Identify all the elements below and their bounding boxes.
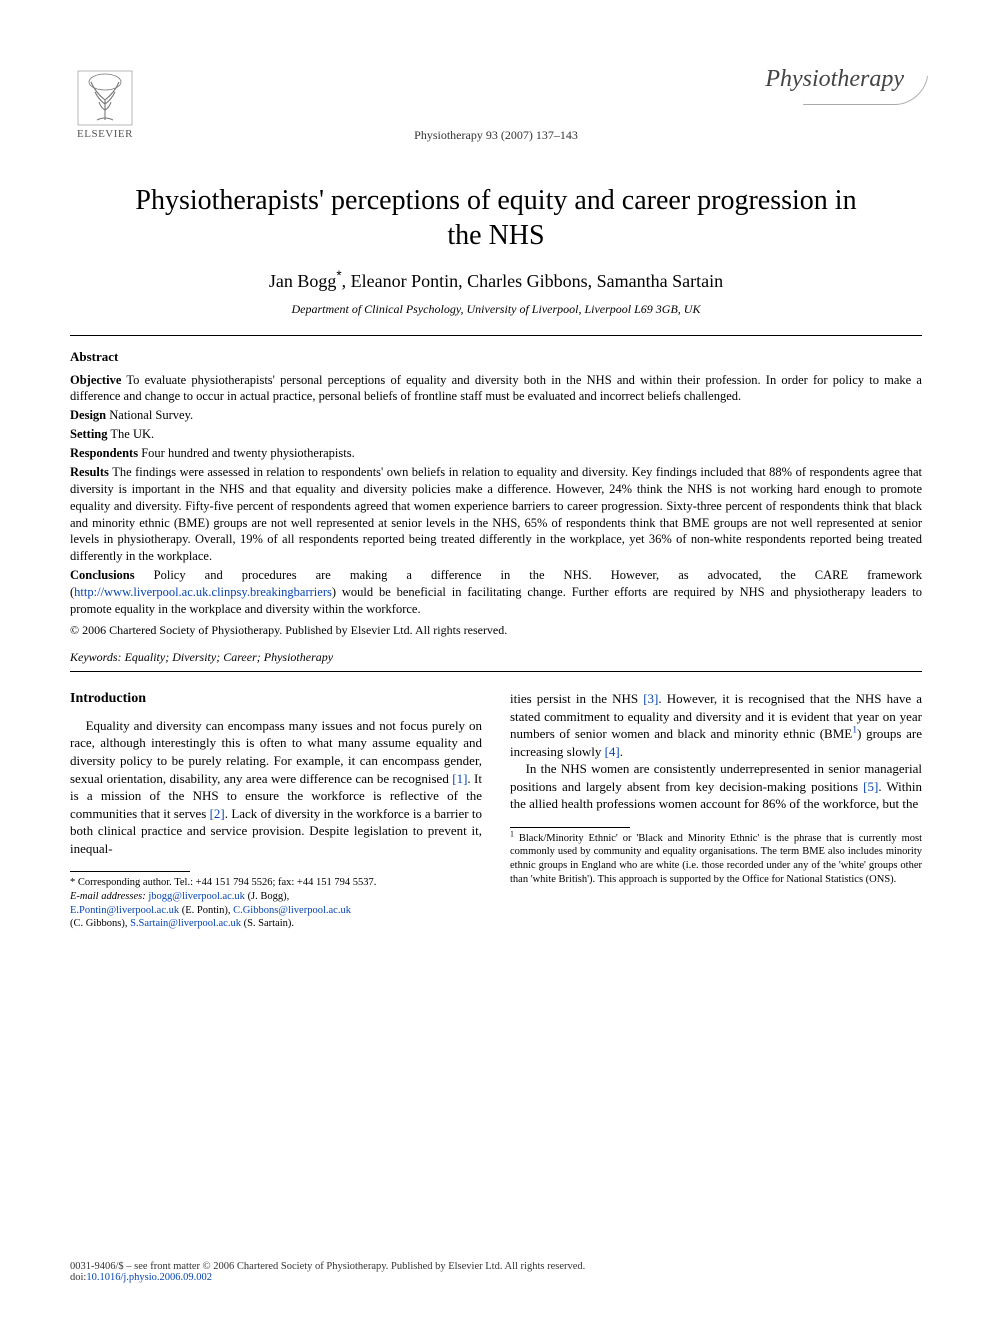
elsevier-tree-icon	[77, 70, 133, 126]
abs-label-respondents: Respondents	[70, 446, 138, 460]
footnote-1-text: Black/Minority Ethnic' or 'Black and Min…	[510, 833, 922, 885]
column-left: Introduction Equality and diversity can …	[70, 690, 482, 931]
abstract-design: Design National Survey.	[70, 407, 922, 424]
footnote-separator-right	[510, 827, 630, 828]
rule-top	[70, 335, 922, 336]
abstract-objective: Objective To evaluate physiotherapists' …	[70, 372, 922, 406]
keywords-label: Keywords:	[70, 650, 122, 664]
email-link-3[interactable]: S.Sartain@liverpool.ac.uk	[130, 918, 241, 929]
email-who-0: (J. Bogg),	[245, 891, 289, 902]
rule-bottom	[70, 671, 922, 672]
cite-ref-3[interactable]: [3]	[643, 691, 658, 706]
doi-link[interactable]: 10.1016/j.physio.2006.09.002	[86, 1272, 212, 1283]
abstract-results: Results The findings were assessed in re…	[70, 464, 922, 565]
email-who-2: (C. Gibbons),	[70, 918, 130, 929]
abstract-conclusions: Conclusions Policy and procedures are ma…	[70, 567, 922, 618]
publisher-name: ELSEVIER	[77, 128, 133, 140]
col2-text-a: ities persist in the NHS	[510, 691, 643, 706]
cite-ref-4[interactable]: [4]	[605, 744, 620, 759]
abs-label-results: Results	[70, 465, 109, 479]
footnotes-right: 1 Black/Minority Ethnic' or 'Black and M…	[510, 832, 922, 887]
journal-citation: Physiotherapy 93 (2007) 137–143	[70, 128, 922, 143]
intro-para-1: Equality and diversity can encompass man…	[70, 717, 482, 857]
abs-text-respondents: Four hundred and twenty physiotherapists…	[141, 446, 355, 460]
journal-brand: Physiotherapy	[759, 60, 922, 99]
cite-ref-2[interactable]: [2]	[210, 806, 225, 821]
footnotes-left: * Corresponding author. Tel.: +44 151 79…	[70, 876, 482, 931]
email-who-1: (E. Pontin),	[179, 905, 233, 916]
column-right: ities persist in the NHS [3]. However, i…	[510, 690, 922, 931]
col2-p2-a: In the NHS women are consistently underr…	[510, 761, 922, 794]
cite-ref-5[interactable]: [5]	[863, 779, 878, 794]
abstract-block: Abstract Objective To evaluate physiothe…	[70, 348, 922, 638]
abstract-setting: Setting The UK.	[70, 426, 922, 443]
article-title: Physiotherapists' perceptions of equity …	[130, 183, 862, 253]
intro-para-1-cont: ities persist in the NHS [3]. However, i…	[510, 690, 922, 760]
doi-label: doi:	[70, 1272, 86, 1283]
footer-copyright: 0031-9406/$ – see front matter © 2006 Ch…	[70, 1261, 922, 1272]
author-names: Jan Bogg*, Eleanor Pontin, Charles Gibbo…	[269, 271, 723, 291]
abstract-respondents: Respondents Four hundred and twenty phys…	[70, 445, 922, 462]
email-link-2[interactable]: C.Gibbons@liverpool.ac.uk	[233, 905, 351, 916]
intro-para-2: In the NHS women are consistently underr…	[510, 760, 922, 813]
abs-text-design: National Survey.	[109, 408, 193, 422]
abs-text-setting: The UK.	[110, 427, 154, 441]
affiliation: Department of Clinical Psychology, Unive…	[70, 302, 922, 317]
page-footer: 0031-9406/$ – see front matter © 2006 Ch…	[70, 1261, 922, 1283]
corresponding-author: * Corresponding author. Tel.: +44 151 79…	[70, 876, 482, 890]
email-label: E-mail addresses:	[70, 891, 146, 902]
abstract-copyright: © 2006 Chartered Society of Physiotherap…	[70, 622, 922, 638]
cite-ref-1[interactable]: [1]	[452, 771, 467, 786]
abs-label-objective: Objective	[70, 373, 121, 387]
intro-text-a: Equality and diversity can encompass man…	[70, 718, 482, 786]
keywords-line: Keywords: Equality; Diversity; Career; P…	[70, 650, 922, 665]
email-addresses: E-mail addresses: jbogg@liverpool.ac.uk …	[70, 890, 482, 931]
footer-doi: doi:10.1016/j.physio.2006.09.002	[70, 1272, 922, 1283]
authors-line: Jan Bogg*, Eleanor Pontin, Charles Gibbo…	[70, 271, 922, 292]
email-link-1[interactable]: E.Pontin@liverpool.ac.uk	[70, 905, 179, 916]
intro-heading: Introduction	[70, 690, 482, 709]
abs-label-setting: Setting	[70, 427, 108, 441]
email-who-3: (S. Sartain).	[241, 918, 294, 929]
body-columns: Introduction Equality and diversity can …	[70, 690, 922, 931]
abs-label-conclusions: Conclusions	[70, 568, 135, 582]
abstract-heading: Abstract	[70, 348, 922, 366]
email-link-0[interactable]: jbogg@liverpool.ac.uk	[148, 891, 245, 902]
abs-label-design: Design	[70, 408, 106, 422]
publisher-logo: ELSEVIER	[70, 60, 140, 140]
abs-text-results: The findings were assessed in relation t…	[70, 465, 922, 563]
abs-text-objective: To evaluate physiotherapists' personal p…	[70, 373, 922, 404]
footnote-separator-left	[70, 871, 190, 872]
col2-text-d: .	[620, 744, 623, 759]
keywords-text: Equality; Diversity; Career; Physiothera…	[125, 650, 334, 664]
conclusions-link[interactable]: http://www.liverpool.ac.uk.clinpsy.break…	[74, 585, 332, 599]
